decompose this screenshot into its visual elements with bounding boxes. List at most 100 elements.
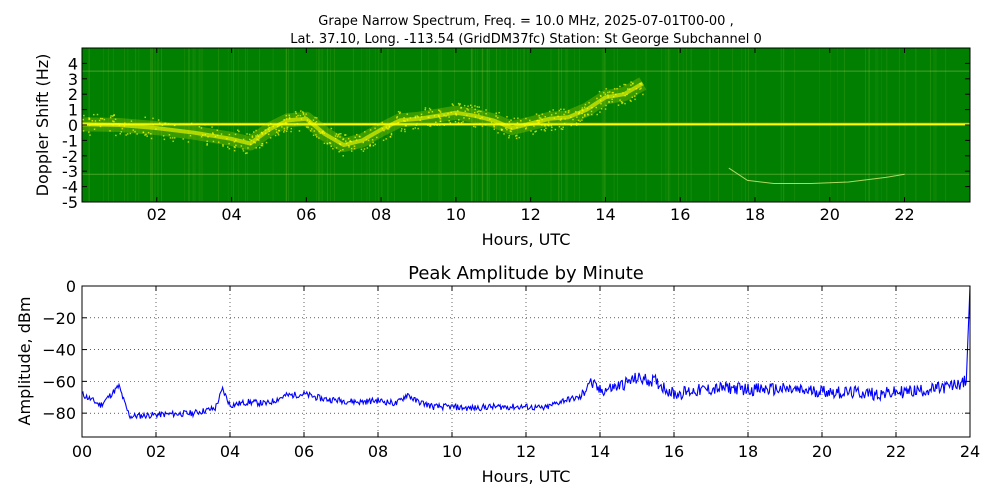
doppler-speckle (349, 140, 352, 142)
spectrogram-xtick-label: 10 (446, 205, 466, 224)
doppler-speckle (458, 119, 460, 121)
doppler-speckle (572, 118, 574, 121)
doppler-speckle (419, 119, 421, 121)
doppler-speckle (639, 88, 641, 90)
doppler-speckle (550, 114, 553, 116)
doppler-speckle (403, 119, 405, 122)
doppler-speckle (334, 135, 337, 137)
doppler-speckle (264, 132, 267, 134)
doppler-speckle (509, 130, 512, 132)
doppler-speckle (88, 131, 90, 133)
doppler-speckle (510, 130, 512, 133)
doppler-speckle (278, 123, 281, 125)
doppler-speckle (162, 135, 165, 137)
doppler-speckle (590, 110, 593, 113)
doppler-speckle (516, 126, 518, 129)
doppler-speckle (534, 131, 536, 133)
doppler-speckle (611, 101, 613, 103)
doppler-speckle (356, 133, 358, 136)
doppler-speckle (404, 130, 406, 133)
doppler-speckle (516, 122, 519, 124)
doppler-speckle (518, 136, 520, 139)
doppler-speckle (295, 116, 298, 118)
doppler-speckle (538, 120, 541, 122)
doppler-speckle (510, 119, 512, 121)
doppler-speckle (88, 118, 91, 120)
doppler-speckle (498, 111, 500, 114)
spectrogram-panel (81, 47, 971, 203)
doppler-speckle (516, 134, 518, 137)
doppler-speckle (120, 131, 123, 133)
doppler-speckle (604, 108, 607, 110)
doppler-speckle (474, 105, 476, 107)
doppler-speckle (474, 116, 477, 118)
doppler-speckle (611, 98, 613, 101)
doppler-speckle (612, 96, 615, 98)
doppler-speckle (353, 147, 356, 150)
doppler-speckle (560, 128, 563, 130)
doppler-speckle (476, 106, 479, 108)
doppler-speckle (438, 124, 441, 126)
doppler-speckle (260, 131, 263, 134)
doppler-speckle (342, 138, 345, 140)
doppler-speckle (537, 119, 539, 122)
doppler-speckle (233, 146, 236, 148)
doppler-speckle (433, 115, 436, 117)
doppler-speckle (400, 130, 403, 132)
amplitude-ylabel: Amplitude, dBm (15, 297, 34, 426)
doppler-speckle (630, 84, 632, 86)
doppler-speckle (288, 116, 291, 119)
doppler-speckle (427, 116, 429, 119)
doppler-speckle (355, 139, 358, 141)
doppler-speckle (548, 125, 550, 127)
doppler-speckle (264, 129, 267, 131)
doppler-speckle (532, 133, 534, 135)
doppler-speckle (404, 120, 406, 122)
doppler-speckle (424, 107, 427, 109)
doppler-speckle (285, 122, 287, 124)
doppler-speckle (312, 134, 315, 137)
doppler-speckle (479, 117, 481, 120)
doppler-speckle (376, 136, 378, 139)
doppler-speckle (577, 119, 580, 122)
doppler-speckle (123, 125, 126, 127)
doppler-speckle (348, 146, 350, 148)
doppler-speckle (468, 117, 471, 120)
doppler-speckle (506, 123, 509, 125)
doppler-speckle (244, 152, 247, 155)
doppler-speckle (473, 111, 476, 114)
doppler-speckle (298, 130, 301, 132)
doppler-speckle (295, 112, 297, 115)
doppler-speckle (109, 116, 112, 119)
doppler-speckle (350, 147, 353, 150)
doppler-speckle (367, 139, 370, 142)
doppler-speckle (372, 144, 375, 147)
doppler-speckle (158, 122, 161, 124)
doppler-speckle (467, 109, 469, 111)
doppler-speckle (577, 112, 580, 115)
doppler-speckle (433, 124, 436, 126)
doppler-speckle (466, 114, 468, 117)
doppler-speckle (342, 155, 344, 157)
doppler-speckle (371, 139, 374, 141)
doppler-speckle (294, 111, 297, 113)
doppler-speckle (587, 114, 589, 116)
doppler-speckle (599, 111, 601, 113)
doppler-speckle (363, 148, 366, 150)
doppler-speckle (613, 88, 616, 90)
doppler-speckle (152, 123, 154, 126)
doppler-speckle (438, 115, 440, 118)
doppler-speckle (100, 117, 102, 120)
doppler-speckle (409, 117, 412, 119)
doppler-speckle (383, 129, 385, 132)
doppler-speckle (438, 116, 441, 119)
doppler-speckle (310, 128, 313, 130)
doppler-speckle (217, 141, 220, 143)
spectrogram-ylabel: Doppler Shift (Hz) (33, 54, 52, 197)
doppler-speckle (214, 135, 217, 138)
doppler-speckle (464, 110, 467, 112)
doppler-speckle (257, 139, 260, 141)
doppler-speckle (414, 116, 417, 119)
doppler-speckle (285, 130, 288, 132)
doppler-speckle (212, 133, 214, 135)
